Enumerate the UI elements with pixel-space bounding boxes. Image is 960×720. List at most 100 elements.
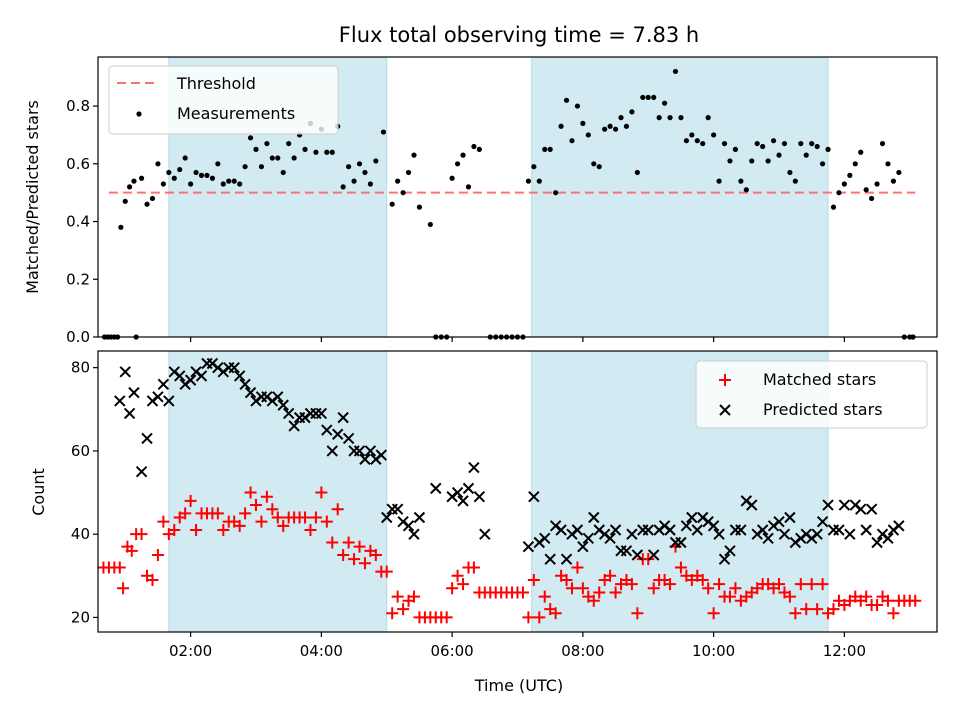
ratio-axes-frame <box>97 56 938 338</box>
predicted-point <box>353 445 366 457</box>
measurement-point <box>198 172 205 178</box>
matched-point <box>135 528 148 541</box>
matched-point <box>326 536 339 549</box>
measurement-point <box>131 178 137 184</box>
predicted-point <box>473 490 486 503</box>
chart-title: Flux total observing time = 7.83 h <box>339 23 699 47</box>
predicted-point <box>822 499 834 511</box>
predicted-point <box>642 524 654 536</box>
predicted-point <box>544 553 556 565</box>
count-y-label: Count <box>29 468 48 516</box>
predicted-point <box>282 407 295 420</box>
matched-point <box>571 561 584 574</box>
matched-point <box>337 548 350 561</box>
matched-point <box>729 582 742 595</box>
matched-point <box>794 578 807 591</box>
measurement-point <box>405 169 412 176</box>
predicted-point <box>816 515 829 528</box>
measurement-point <box>787 169 793 176</box>
measurement-point <box>138 175 145 181</box>
y-tick-label: 40 <box>71 525 90 543</box>
measurement-point <box>253 146 259 152</box>
predicted-point <box>402 520 415 532</box>
measurement-point <box>389 201 395 207</box>
predicted-point <box>413 511 426 524</box>
measurement-point <box>346 164 352 170</box>
matched-point <box>467 561 480 574</box>
measurement-point <box>286 140 292 147</box>
matched-point <box>271 511 284 524</box>
matched-point <box>560 573 573 586</box>
matched-point <box>184 494 197 507</box>
matched-point <box>397 603 410 616</box>
measurement-point <box>275 155 281 161</box>
observing-window-1 <box>168 350 388 633</box>
predicted-point <box>386 503 398 515</box>
predicted-point <box>833 524 845 536</box>
measurement-point <box>574 103 581 109</box>
predicted-point <box>680 520 693 532</box>
matched-point <box>783 590 796 603</box>
matched-point <box>811 603 824 616</box>
count-axes-frame <box>97 350 938 633</box>
matched-point <box>125 544 138 557</box>
measurement-point <box>836 190 842 196</box>
measurement-point <box>803 152 809 158</box>
matched-point <box>179 507 192 520</box>
measurement-point <box>340 184 346 190</box>
measurement-point <box>743 187 749 193</box>
predicted-point <box>784 511 796 524</box>
matched-point <box>527 573 540 586</box>
matched-point <box>211 507 224 520</box>
predicted-point <box>381 511 393 524</box>
predicted-point <box>664 524 676 536</box>
matched-point <box>407 590 420 603</box>
matched-point <box>609 586 622 599</box>
measurement-point <box>416 204 423 210</box>
measurement-point <box>732 146 739 152</box>
measurement-point <box>542 146 548 152</box>
measurement-point <box>280 169 286 176</box>
predicted-point <box>882 532 894 545</box>
matched-point <box>277 519 290 532</box>
measurement-point <box>171 175 177 181</box>
measurement-point <box>427 221 433 228</box>
matched-point <box>674 561 687 574</box>
measurement-point <box>531 164 537 170</box>
matched-point <box>860 590 873 603</box>
measurement-point <box>449 175 455 181</box>
predicted-point <box>135 466 148 478</box>
measurement-point <box>869 195 875 202</box>
predicted-point <box>114 395 126 407</box>
matched-point <box>565 582 578 595</box>
measurement-point <box>126 184 133 190</box>
matched-point <box>391 590 404 603</box>
measurement-point <box>819 161 826 167</box>
y-tick-label: 80 <box>71 359 90 377</box>
matched-point <box>146 573 159 586</box>
count-x-ticks: 02:00 04:00 06:00 08:00 10:00 12:00 <box>169 632 866 660</box>
y-tick-label: 0.4 <box>66 213 90 231</box>
predicted-point <box>141 432 153 445</box>
ratio-legend: Threshold Measurements <box>108 65 339 135</box>
predicted-point <box>430 482 442 495</box>
matched-point <box>233 519 246 532</box>
matched-point <box>353 540 366 553</box>
matched-point <box>168 524 181 537</box>
measurement-point <box>847 172 853 178</box>
matched-point <box>664 578 677 591</box>
matched-point <box>369 548 382 561</box>
matched-point <box>909 594 922 607</box>
predicted-point <box>408 528 420 540</box>
measurement-point <box>607 123 613 129</box>
predicted-point <box>855 503 867 515</box>
predicted-point <box>288 420 300 432</box>
matched-point <box>260 490 273 503</box>
predicted-point <box>778 528 791 540</box>
count-legend-box <box>695 360 928 429</box>
predicted-point <box>326 445 338 457</box>
matched-point <box>457 578 470 591</box>
measurement-point <box>689 132 695 138</box>
predicted-point <box>713 528 725 540</box>
matched-point <box>702 582 715 595</box>
